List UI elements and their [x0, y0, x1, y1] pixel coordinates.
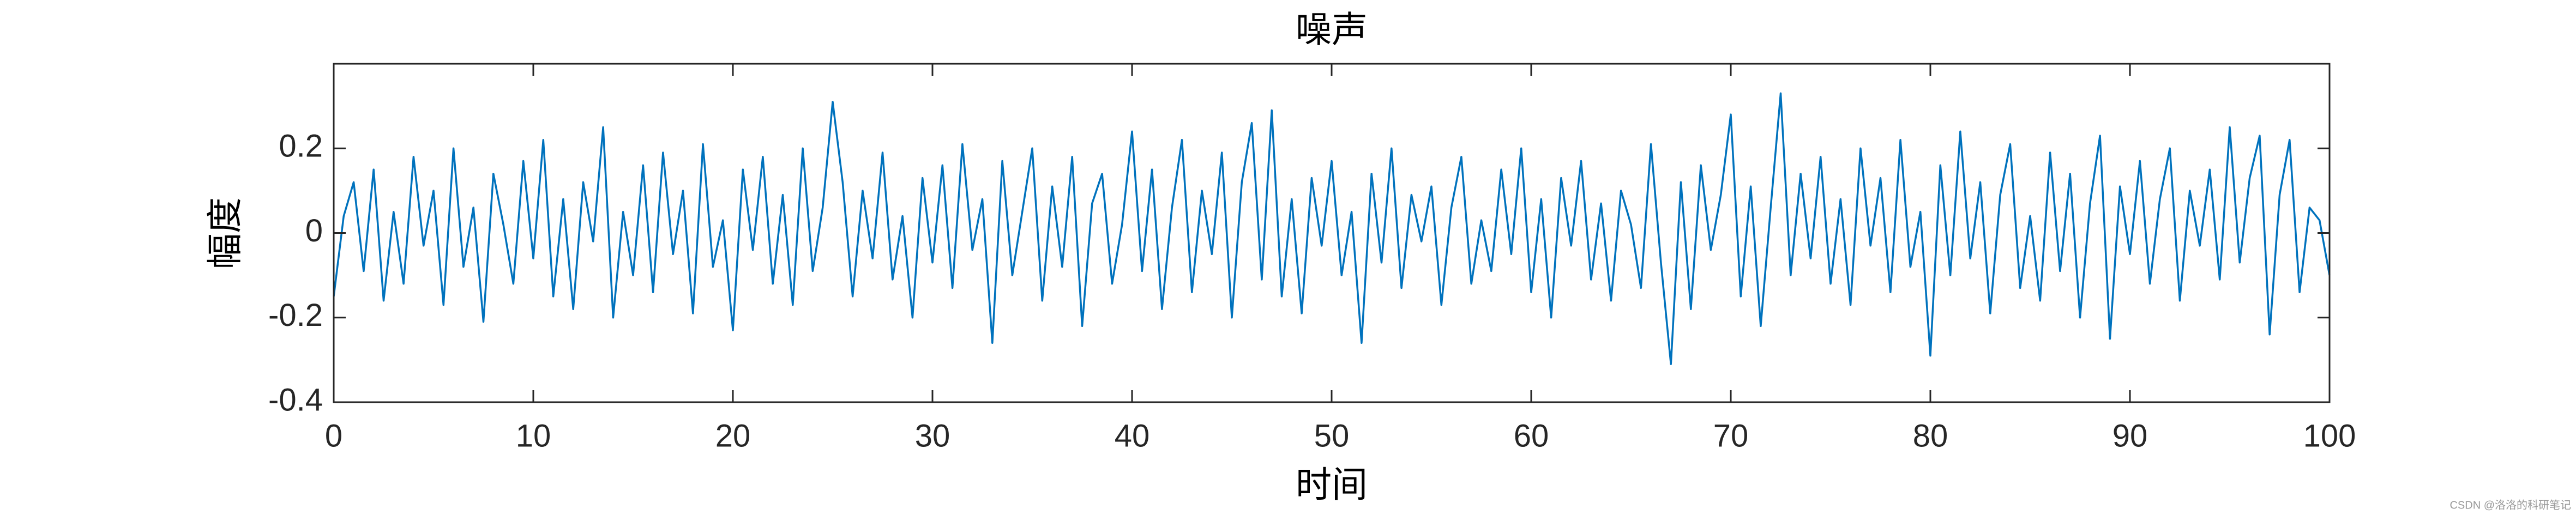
x-tick-label: 30 [915, 418, 950, 453]
x-tick-label: 100 [2303, 418, 2356, 453]
y-tick-label: -0.2 [268, 298, 323, 333]
y-axis-label: 幅度 [206, 197, 245, 269]
x-tick-label: 0 [325, 418, 342, 453]
x-tick-label: 10 [516, 418, 551, 453]
data-line [333, 92, 2331, 365]
y-tick-label: 0 [305, 213, 323, 249]
y-tick-label: 0.2 [279, 129, 323, 164]
chart-title: 噪声 [1296, 10, 1368, 50]
x-tick-label: 80 [1913, 418, 1948, 453]
y-tick-label: -0.4 [268, 382, 323, 417]
watermark: CSDN @洛洛的科研笔记 [2449, 499, 2571, 511]
x-tick-label: 40 [1115, 418, 1150, 453]
x-axis-label: 时间 [1296, 465, 1368, 505]
x-tick-label: 60 [1514, 418, 1549, 453]
plot-frame [333, 63, 2331, 403]
x-tick-label: 20 [715, 418, 751, 453]
x-tick-label: 50 [1314, 418, 1350, 453]
x-tick-label: 90 [2112, 418, 2148, 453]
x-tick-label: 70 [1713, 418, 1749, 453]
